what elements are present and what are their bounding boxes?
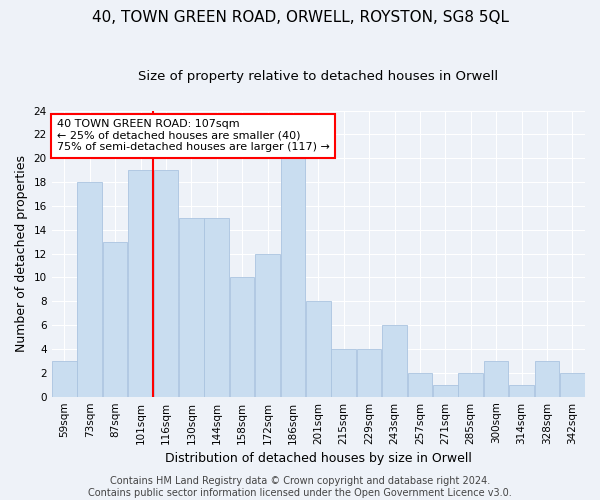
- X-axis label: Distribution of detached houses by size in Orwell: Distribution of detached houses by size …: [165, 452, 472, 465]
- Text: 40, TOWN GREEN ROAD, ORWELL, ROYSTON, SG8 5QL: 40, TOWN GREEN ROAD, ORWELL, ROYSTON, SG…: [91, 10, 509, 25]
- Title: Size of property relative to detached houses in Orwell: Size of property relative to detached ho…: [138, 70, 499, 83]
- Bar: [179, 218, 203, 396]
- Bar: [128, 170, 153, 396]
- Bar: [509, 385, 534, 396]
- Bar: [205, 218, 229, 396]
- Bar: [230, 278, 254, 396]
- Text: Contains HM Land Registry data © Crown copyright and database right 2024.
Contai: Contains HM Land Registry data © Crown c…: [88, 476, 512, 498]
- Bar: [281, 158, 305, 396]
- Y-axis label: Number of detached properties: Number of detached properties: [15, 155, 28, 352]
- Bar: [357, 349, 382, 397]
- Bar: [433, 385, 458, 396]
- Bar: [407, 373, 432, 396]
- Bar: [560, 373, 584, 396]
- Bar: [535, 361, 559, 396]
- Bar: [154, 170, 178, 396]
- Bar: [484, 361, 508, 396]
- Bar: [52, 361, 77, 396]
- Bar: [458, 373, 483, 396]
- Bar: [331, 349, 356, 397]
- Bar: [255, 254, 280, 396]
- Bar: [103, 242, 127, 396]
- Bar: [382, 325, 407, 396]
- Text: 40 TOWN GREEN ROAD: 107sqm
← 25% of detached houses are smaller (40)
75% of semi: 40 TOWN GREEN ROAD: 107sqm ← 25% of deta…: [57, 119, 330, 152]
- Bar: [77, 182, 102, 396]
- Bar: [306, 302, 331, 396]
